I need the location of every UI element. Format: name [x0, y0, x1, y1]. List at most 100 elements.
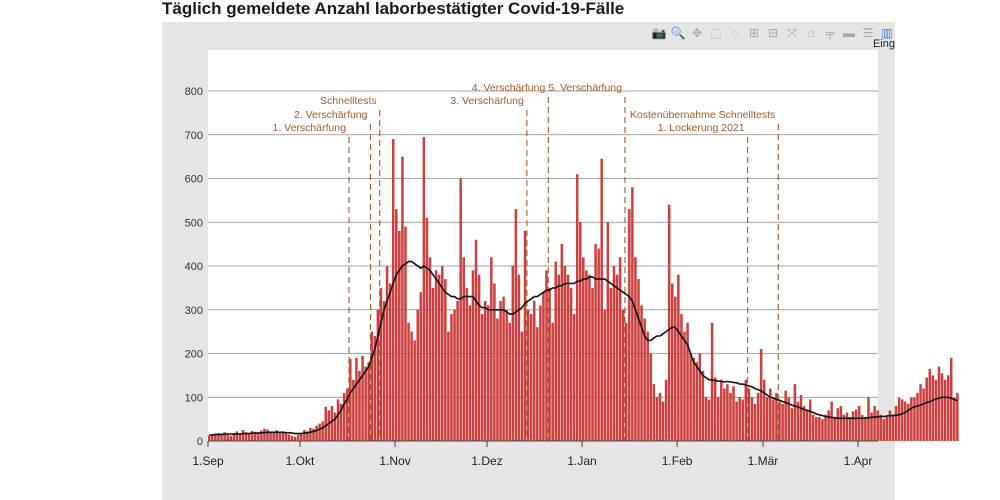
bar [315, 425, 318, 441]
bar [327, 410, 331, 441]
bar [857, 406, 861, 441]
bar [879, 414, 882, 441]
bar [459, 178, 462, 441]
spike-lines-icon[interactable]: ╤ [825, 26, 835, 40]
bar [557, 274, 561, 441]
bar [658, 392, 662, 441]
hover-closest-icon[interactable]: ▬ [843, 26, 855, 40]
bar [729, 392, 732, 441]
bar [416, 309, 420, 441]
bar [330, 406, 334, 441]
bar [263, 428, 266, 441]
bar [710, 322, 714, 441]
bar [882, 419, 886, 441]
bar [296, 434, 300, 441]
reset-axes-icon[interactable]: ⌂ [807, 26, 815, 40]
bar [655, 397, 659, 441]
bar [361, 355, 364, 441]
bar [434, 270, 438, 441]
bar [827, 410, 830, 441]
bar [517, 274, 521, 441]
bar [634, 257, 637, 441]
bar [928, 368, 932, 441]
bar [404, 226, 407, 441]
x-tick-label: 1.Nov [379, 454, 410, 468]
bar [621, 309, 625, 441]
bar [275, 430, 278, 441]
bar [885, 416, 889, 441]
bar [720, 379, 723, 441]
bar [514, 209, 518, 441]
bar [799, 395, 803, 441]
bar [431, 287, 435, 441]
y-tick-label: 700 [185, 130, 203, 142]
x-tick-label: 1.Okt [286, 454, 315, 468]
bar [956, 392, 959, 441]
bar [511, 266, 515, 441]
zoom-icon[interactable]: 🔍 [670, 26, 686, 40]
lasso-select-icon[interactable]: ◌ [731, 26, 739, 40]
bar [257, 432, 260, 441]
bar [836, 408, 840, 441]
bar [781, 403, 784, 441]
bar [223, 432, 226, 441]
annotation-label: Kostenübernahme Schnelltests [630, 109, 775, 121]
x-axis-labels: 1.Sep 1.Okt 1.Nov 1.Dez 1.Jan 1.Feb 1.Mär 1.Apr [192, 441, 872, 468]
bar [250, 430, 254, 441]
y-tick-label: 0 [197, 436, 203, 448]
bar [870, 412, 873, 441]
zoom-in-icon[interactable]: ⊞ [748, 26, 760, 40]
bar [502, 296, 505, 441]
bar [818, 416, 821, 441]
bar [560, 244, 564, 441]
bar [253, 431, 257, 441]
bar [477, 274, 481, 441]
bar [214, 434, 217, 441]
bar [689, 353, 692, 441]
bar [266, 429, 269, 441]
bar [398, 231, 401, 441]
bar [793, 384, 797, 441]
bar [217, 433, 220, 441]
box-select-icon[interactable]: ⬚ [710, 26, 722, 40]
y-tick-label: 300 [185, 305, 203, 317]
hover-compare-icon[interactable]: ☰ [862, 26, 874, 40]
bar [894, 406, 898, 441]
bar [345, 388, 349, 441]
bar [456, 301, 459, 441]
annotation-label: 1. Verschärfung [272, 122, 346, 134]
bar [643, 318, 646, 441]
autoscale-icon[interactable]: ⤧ [787, 25, 797, 40]
bar [769, 388, 772, 441]
bar [483, 301, 487, 441]
bar [468, 305, 472, 441]
bar [447, 331, 450, 441]
bar [272, 432, 275, 441]
bar [750, 397, 754, 441]
bar [548, 287, 551, 441]
bar [812, 414, 815, 441]
bar [505, 309, 508, 441]
bar [677, 274, 680, 441]
bar [465, 287, 469, 441]
pan-icon[interactable]: ✥ [691, 26, 703, 40]
bar [683, 331, 686, 441]
bar [805, 410, 809, 441]
bar [603, 309, 607, 441]
bar [946, 375, 950, 441]
legend-label[interactable]: Eing [872, 38, 895, 50]
x-tick-label: 1.Feb [662, 454, 693, 468]
bar [824, 414, 827, 441]
bar [290, 435, 294, 441]
camera-icon[interactable]: 📷 [651, 26, 667, 40]
legend-toggle-icon[interactable]: ▥ [881, 26, 893, 40]
zoom-out-icon[interactable]: ⊟ [767, 26, 779, 40]
bar [493, 283, 496, 441]
bar [578, 222, 582, 441]
bar [759, 349, 763, 441]
bar [772, 399, 775, 441]
bar [208, 435, 211, 441]
bar [388, 283, 392, 441]
bar [370, 331, 374, 441]
bar [661, 401, 665, 441]
